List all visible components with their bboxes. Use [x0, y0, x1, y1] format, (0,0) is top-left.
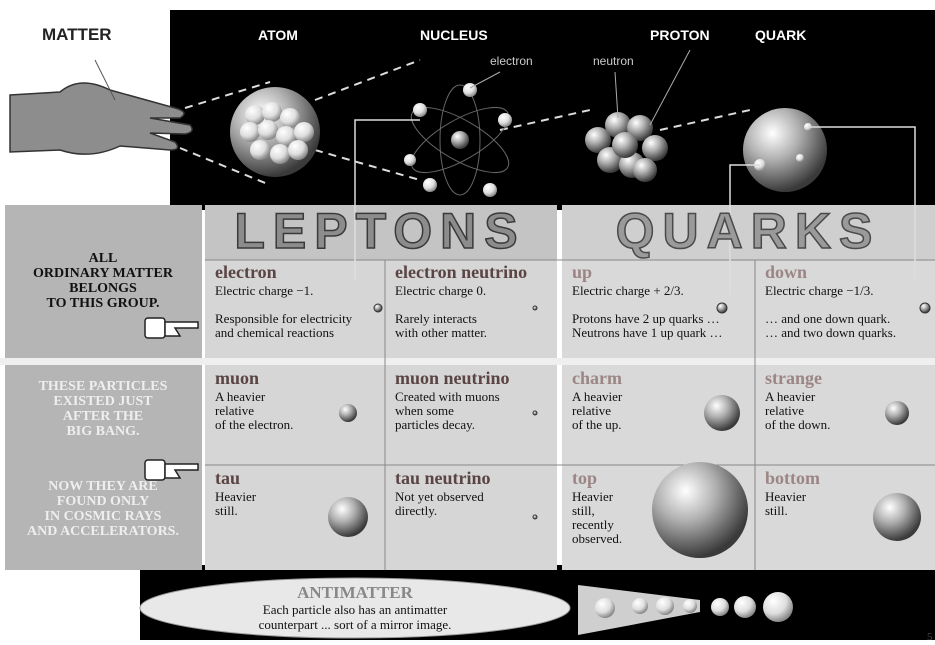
hand	[10, 60, 192, 154]
particle-text: A heavier	[572, 389, 623, 404]
particle-text: Neutrons have 1 up quark …	[572, 325, 723, 340]
sidebar-text: ORDINARY MATTER	[33, 266, 174, 281]
particle-sphere	[652, 462, 748, 558]
particle-name: electron	[215, 262, 277, 282]
electron-label: electron	[490, 54, 533, 68]
neutron-label: neutron	[593, 54, 634, 68]
particle-name: up	[572, 262, 592, 282]
particle-text: … and two down quarks.	[765, 325, 896, 340]
particle-sphere	[374, 304, 382, 312]
particle-sphere	[885, 401, 909, 425]
particle-text: of the electron.	[215, 417, 293, 432]
particle-text: recently	[572, 517, 614, 532]
particle-sphere	[873, 493, 921, 541]
particle-name: strange	[765, 368, 822, 388]
sidebar-text: AND ACCELERATORS.	[27, 524, 179, 539]
particle-text: relative	[215, 403, 254, 418]
particle-text: and chemical reactions	[215, 325, 334, 340]
particle-sphere	[533, 306, 537, 310]
proton-label: PROTON	[650, 27, 710, 43]
row-separator	[0, 358, 935, 365]
particle-text: Electric charge −1/3.	[765, 283, 874, 298]
sidebar-text: BIG BANG.	[66, 424, 139, 439]
particle-name: charm	[572, 368, 622, 388]
quark-ball	[743, 108, 827, 192]
particle-text: Not yet observed	[395, 489, 484, 504]
particle-name: top	[572, 468, 597, 488]
quarks-title: QUARKS	[616, 203, 881, 259]
particle-name: down	[765, 262, 807, 282]
particle-sphere	[704, 395, 740, 431]
particle-text: Responsible for electricity	[215, 311, 353, 326]
quark-label: QUARK	[755, 27, 806, 43]
sidebar-text: THESE PARTICLES	[39, 379, 168, 394]
matter-label: MATTER	[42, 25, 112, 44]
sidebar-text: ALL	[89, 251, 118, 266]
particle-sphere	[328, 497, 368, 537]
particle-text: directly.	[395, 503, 437, 518]
particle-text: A heavier	[215, 389, 266, 404]
particle-name: tau	[215, 468, 240, 488]
particle-text: Created with muons	[395, 389, 500, 404]
particle-text: relative	[572, 403, 611, 418]
page-number: 5	[927, 631, 933, 643]
particle-name: muon neutrino	[395, 368, 510, 388]
particle-text: still.	[765, 503, 788, 518]
particle-text: of the up.	[572, 417, 621, 432]
particle-text: particles decay.	[395, 417, 475, 432]
particle-name: electron neutrino	[395, 262, 527, 282]
particle-sphere	[920, 303, 930, 313]
particle-sphere	[533, 515, 537, 519]
particle-text: … and one down quark.	[765, 311, 890, 326]
antimatter-text: counterpart ... sort of a mirror image.	[259, 617, 452, 632]
particle-text: still.	[215, 503, 238, 518]
particle-name: tau neutrino	[395, 468, 491, 488]
sidebar-text: FOUND ONLY	[57, 494, 149, 509]
particle-text: still,	[572, 503, 595, 518]
particle-sphere	[533, 411, 537, 415]
sidebar-text: BELONGS	[69, 281, 137, 296]
particle-text: Electric charge −1.	[215, 283, 313, 298]
particle-text: Heavier	[765, 489, 807, 504]
particle-text: Electric charge 0.	[395, 283, 486, 298]
particle-sphere	[339, 404, 357, 422]
sidebar-text: TO THIS GROUP.	[47, 296, 160, 311]
particle-text: Electric charge + 2/3.	[572, 283, 684, 298]
particle-text: when some	[395, 403, 454, 418]
sidebar-text: IN COSMIC RAYS	[45, 509, 162, 524]
particle-text: Protons have 2 up quarks …	[572, 311, 720, 326]
nucleus-label: NUCLEUS	[420, 27, 488, 43]
sidebar-text: NOW THEY ARE	[48, 479, 157, 494]
particle-text: relative	[765, 403, 804, 418]
antimatter-text: Each particle also has an antimatter	[263, 602, 448, 617]
antimatter-title: ANTIMATTER	[297, 583, 414, 602]
particle-text: Heavier	[215, 489, 257, 504]
particle-text: observed.	[572, 531, 622, 546]
particle-name: bottom	[765, 468, 820, 488]
particle-text: with other matter.	[395, 325, 487, 340]
particle-name: muon	[215, 368, 259, 388]
nucleus	[451, 131, 469, 149]
sidebar-text: AFTER THE	[63, 409, 143, 424]
sidebar-text: EXISTED JUST	[53, 394, 153, 409]
leptons-title: LEPTONS	[234, 203, 525, 259]
particle-text: Heavier	[572, 489, 614, 504]
infographic: LEPTONS QUARKS MATTER ATOM NUCLEUS PROTO…	[0, 0, 935, 645]
particle-text: A heavier	[765, 389, 816, 404]
atom-label: ATOM	[258, 27, 298, 43]
particle-text: of the down.	[765, 417, 830, 432]
particle-text: Rarely interacts	[395, 311, 477, 326]
